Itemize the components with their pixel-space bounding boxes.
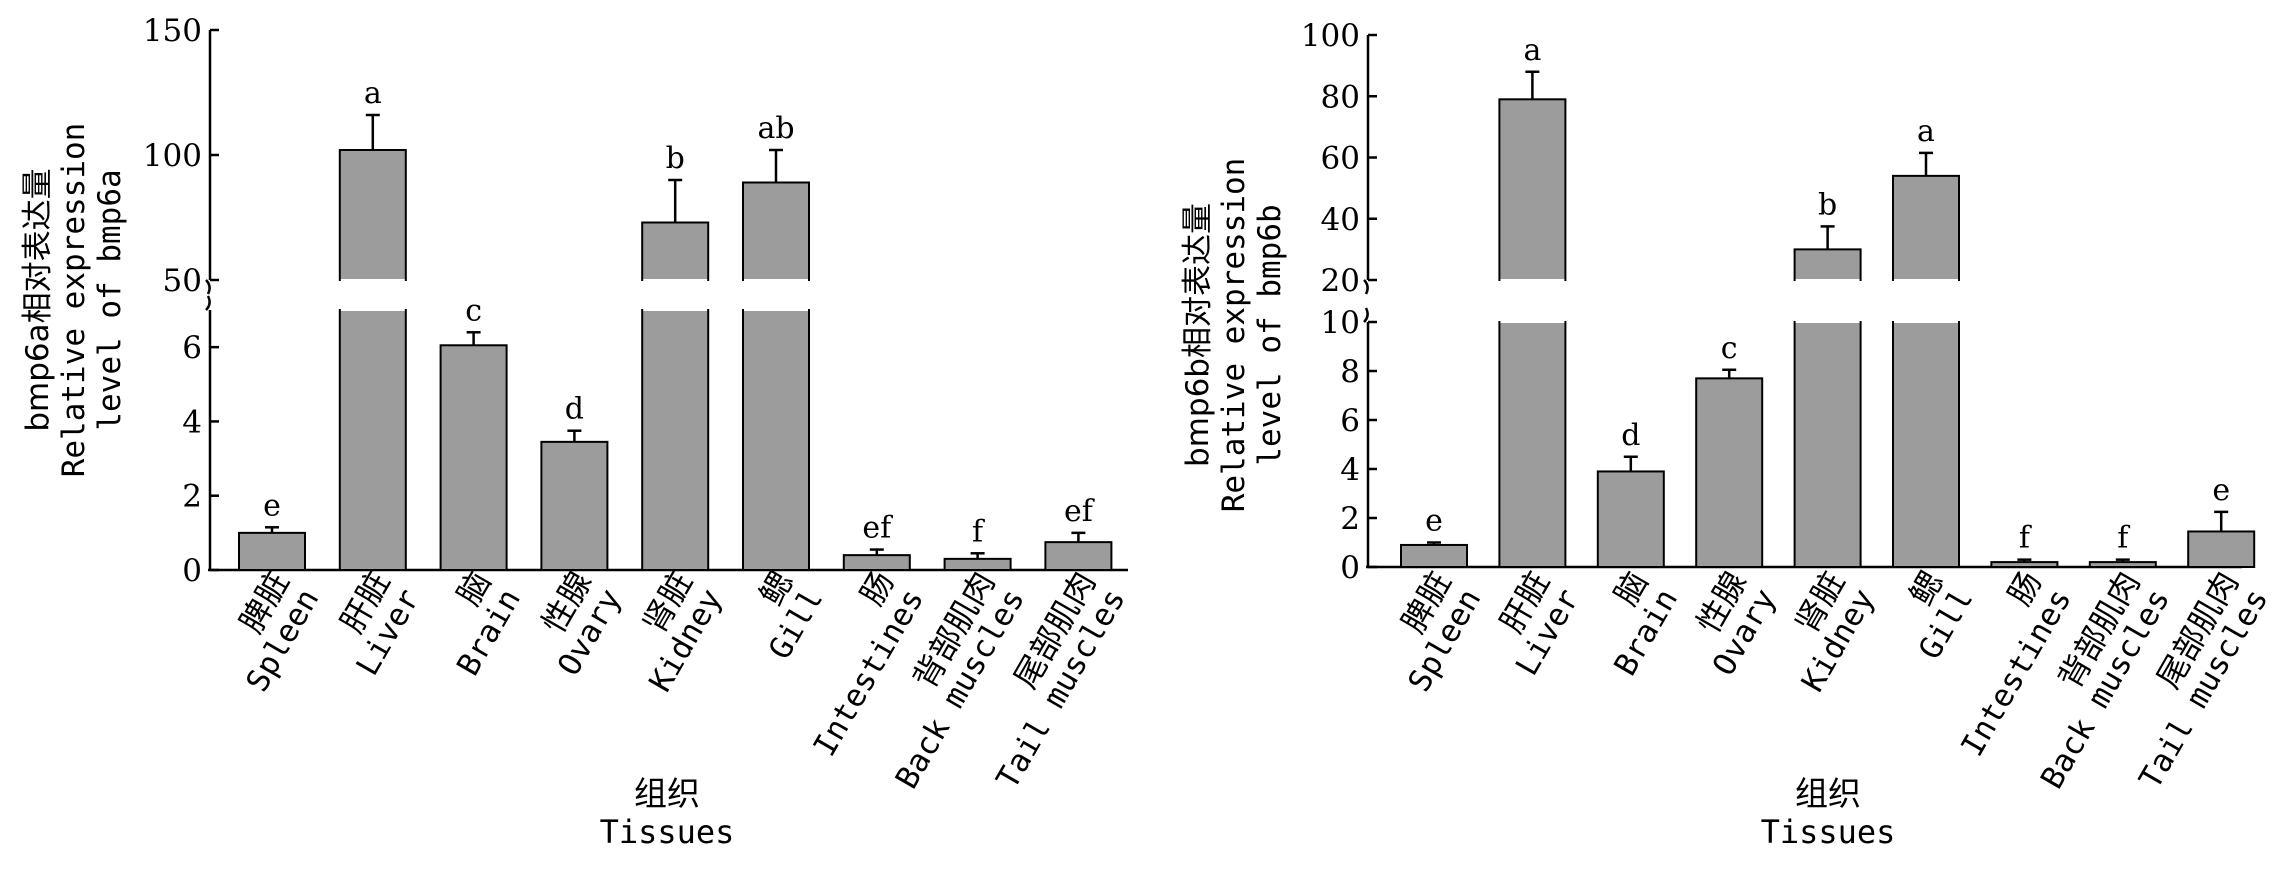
bar: [1695, 377, 1764, 568]
x-axis-title-cn: 组织: [1795, 774, 1861, 813]
significance-label: e: [2212, 473, 2230, 508]
y-tick-label: 8: [1340, 354, 1360, 390]
significance-label: f: [2019, 521, 2032, 556]
bar: [842, 554, 911, 572]
axis-break-mark-lower: [205, 295, 211, 311]
y-tick-label: 6: [1340, 403, 1360, 439]
bar-lower-part: [1498, 321, 1567, 568]
y-tick-label: 80: [1321, 79, 1360, 115]
significance-label: ab: [757, 111, 794, 146]
bar-break-gap: [1500, 279, 1565, 323]
significance-label: e: [1425, 504, 1443, 539]
bar-break-gap: [1795, 279, 1860, 323]
bar-upper-part: [1498, 98, 1567, 281]
x-axis-title-cn: 组织: [634, 774, 700, 813]
bar: [1044, 541, 1113, 572]
bar: [1596, 470, 1665, 569]
significance-label: a: [1917, 114, 1935, 149]
bar: [1990, 561, 2059, 568]
axis-break-mark-lower: [1363, 307, 1369, 323]
bar-lower-part: [1793, 321, 1862, 568]
bar-break-gap: [340, 279, 405, 311]
y-tick-label: 20: [1321, 263, 1360, 299]
significance-label: ef: [1064, 494, 1095, 529]
y-tick-label: 2: [182, 479, 202, 515]
significance-label: a: [1523, 33, 1541, 68]
bar-lower-part: [742, 309, 810, 571]
y-label-line-3: level of bmp6b: [1252, 204, 1288, 465]
y-axis-label: bmp6a相对表达量 Relative expression level of bm…: [20, 123, 128, 478]
significance-label: d: [565, 392, 584, 427]
y-label-line-3: level of bmp6a: [92, 169, 128, 430]
x-axis-title-en: Tissues: [600, 813, 735, 851]
significance-label: c: [1721, 331, 1738, 366]
bar: [2187, 530, 2256, 568]
y-tick-label: 150: [143, 13, 202, 49]
significance-label: f: [2117, 521, 2130, 556]
y-axis-label: bmp6b相对表达量 Relative expression level of bm…: [1180, 158, 1288, 513]
bar: [540, 440, 609, 571]
significance-label: e: [263, 488, 281, 523]
significance-label: ef: [862, 511, 893, 546]
y-tick-label: 100: [143, 138, 202, 174]
bar: [238, 531, 306, 571]
bar-upper-part: [1793, 248, 1862, 281]
y-tick-label: 0: [182, 553, 202, 589]
bar-break-gap: [643, 279, 708, 311]
significance-label: b: [1818, 187, 1837, 222]
y-label-line-1: bmp6a相对表达量: [20, 168, 56, 431]
significance-label: a: [364, 76, 382, 111]
y-tick-label: 40: [1321, 202, 1360, 238]
y-tick-label: 4: [182, 404, 202, 440]
bar-lower-part: [338, 309, 407, 571]
axis-break-mark-upper: [1363, 279, 1369, 295]
y-tick-label: 2: [1340, 501, 1360, 537]
axis-break-mark-upper: [205, 279, 211, 295]
bar-lower-part: [641, 309, 710, 571]
significance-label: b: [666, 141, 685, 176]
y-tick-label: 10: [1321, 305, 1360, 341]
bar: [1400, 543, 1468, 569]
y-tick-label: 4: [1340, 452, 1360, 488]
significance-label: c: [465, 293, 482, 328]
y-label-line-2: Relative expression: [1216, 158, 1252, 513]
bar-upper-part: [1892, 174, 1960, 281]
bar: [2088, 561, 2157, 568]
bar-break-gap: [1894, 279, 1958, 323]
y-tick-label: 100: [1301, 18, 1360, 54]
bar-break-gap: [744, 279, 808, 311]
y-tick-label: 60: [1321, 141, 1360, 177]
y-tick-label: 0: [1340, 550, 1360, 586]
bar: [943, 557, 1012, 571]
significance-label: f: [972, 514, 985, 549]
bar-lower-part: [1892, 321, 1960, 568]
y-label-line-1: bmp6b相对表达量: [1180, 203, 1216, 467]
bar-upper-part: [742, 181, 810, 281]
chart-panel-1: 150 100 50 6 4 2 0 bmp6a相对表达量 Relative expressio…: [20, 13, 1133, 851]
significance-label: d: [1621, 418, 1640, 453]
x-axis-title-en: Tissues: [1761, 813, 1896, 851]
y-tick-label: 50: [163, 263, 202, 299]
bar: [439, 344, 508, 571]
bar-upper-part: [641, 221, 710, 281]
y-label-line-2: Relative expression: [56, 123, 92, 478]
y-tick-label: 6: [182, 330, 202, 366]
bar-upper-part: [338, 149, 407, 281]
